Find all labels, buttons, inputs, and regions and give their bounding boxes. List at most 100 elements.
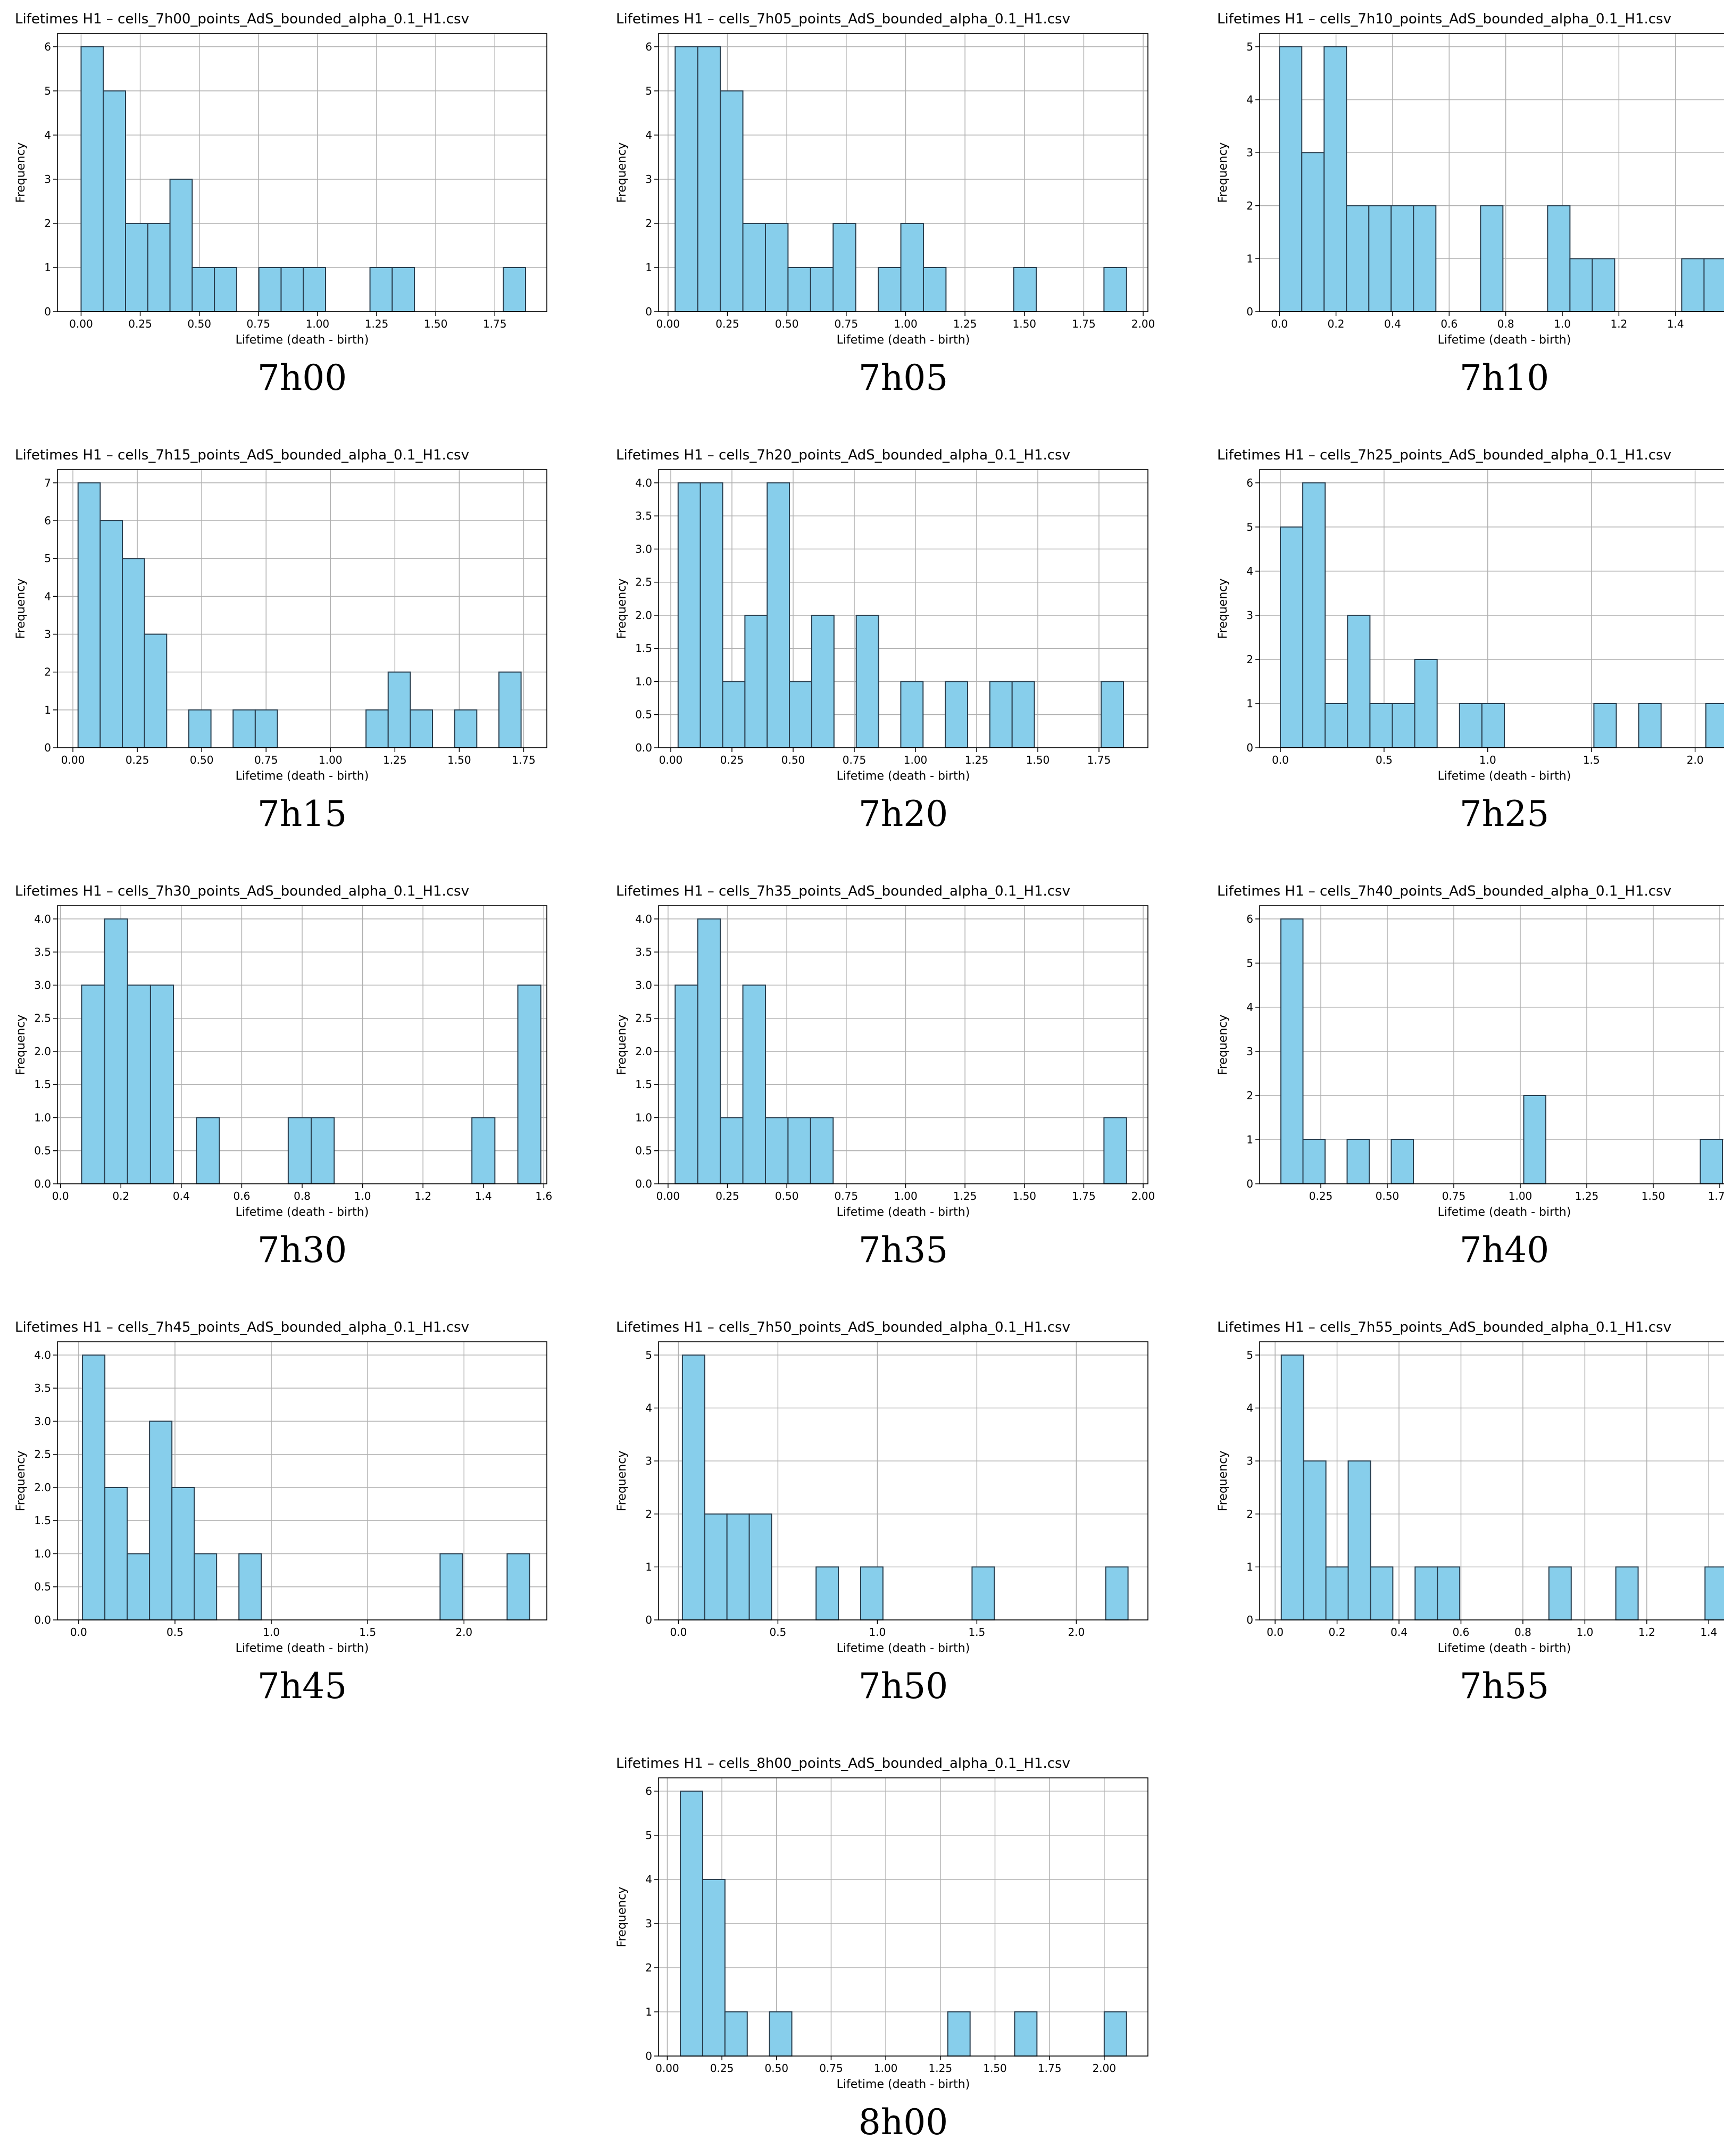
- plot-frame: [1259, 33, 1724, 312]
- histogram-bar: [1459, 703, 1483, 749]
- x-tick-label: 0.00: [655, 2062, 679, 2075]
- plot-frame: [658, 469, 1148, 748]
- x-tick-label: 1.4: [1667, 317, 1684, 330]
- plot-frame: [1259, 469, 1724, 748]
- y-axis-label: Frequency: [1217, 1015, 1230, 1075]
- x-tick-label: 0.5: [1376, 754, 1393, 766]
- histogram-bar: [787, 1117, 811, 1185]
- x-tick-label: 1.25: [383, 754, 407, 766]
- histogram-bar: [196, 1117, 220, 1185]
- histogram-bar: [122, 558, 145, 748]
- histogram-bar: [704, 1513, 728, 1620]
- histogram-bar: [517, 984, 542, 1185]
- histogram-bar: [1703, 258, 1724, 312]
- y-tick-label: 2.5: [635, 576, 652, 589]
- x-tick-label: 0.75: [843, 754, 867, 766]
- x-tick-label: 0.25: [1309, 1190, 1333, 1202]
- histogram-bar: [1615, 1566, 1639, 1620]
- histogram-bar: [1704, 1566, 1724, 1620]
- y-tick-label: 6: [1246, 477, 1253, 489]
- y-axis-label: Frequency: [615, 579, 629, 639]
- y-tick-label: 1: [1246, 1133, 1253, 1146]
- y-tick-label: 2.0: [34, 1481, 51, 1494]
- histogram-bar: [498, 671, 522, 748]
- y-tick-label: 2.5: [635, 1012, 652, 1025]
- chart-title: Lifetimes H1 – cells_7h40_points_AdS_bou…: [1217, 883, 1671, 899]
- histogram-bar: [77, 482, 101, 749]
- y-tick-label: 1.0: [635, 675, 652, 688]
- histogram-bar: [454, 709, 478, 748]
- histogram-bar: [726, 1513, 750, 1620]
- plot-frame: [658, 33, 1148, 312]
- histogram-bar: [878, 266, 902, 313]
- x-tick-label: 1.00: [1509, 1190, 1533, 1202]
- histogram-bar: [503, 266, 527, 313]
- histogram-bar: [1346, 205, 1370, 312]
- y-tick-label: 4: [1246, 1001, 1253, 1014]
- histogram-bar: [254, 709, 278, 748]
- histogram-bar: [1280, 1354, 1304, 1621]
- y-tick-label: 0: [645, 2050, 652, 2062]
- x-tick-label: 0.50: [187, 317, 211, 330]
- x-axis-label: Lifetime (death - birth): [1438, 1206, 1571, 1219]
- x-axis-label: Lifetime (death - birth): [1438, 1642, 1571, 1655]
- y-tick-label: 0.0: [34, 1614, 51, 1626]
- histogram-bar: [1014, 2011, 1038, 2057]
- histogram-bar: [720, 1117, 744, 1185]
- y-tick-label: 5: [1246, 1349, 1253, 1361]
- chart-title: Lifetimes H1 – cells_7h50_points_AdS_bou…: [616, 1319, 1070, 1335]
- plot-frame: [658, 1341, 1148, 1620]
- histogram-bar: [947, 2011, 971, 2057]
- panel-caption: 8h00: [858, 2102, 948, 2143]
- histogram-bar: [1368, 205, 1392, 312]
- y-axis-label: Frequency: [615, 1887, 629, 1948]
- y-tick-label: 2.5: [34, 1448, 51, 1461]
- x-tick-label: 1.50: [1642, 1190, 1665, 1202]
- x-axis-label: Lifetime (death - birth): [236, 770, 369, 783]
- y-tick-label: 1: [1246, 1560, 1253, 1573]
- x-tick-label: 1.50: [1013, 1190, 1037, 1202]
- plot-frame: [1259, 905, 1724, 1184]
- y-tick-label: 4: [1246, 1402, 1253, 1415]
- histogram-bar: [674, 984, 698, 1185]
- histogram-panel-7h10: Lifetimes H1 – cells_7h10_points_AdS_bou…: [1217, 10, 1724, 398]
- histogram-bar: [971, 1566, 995, 1620]
- y-tick-label: 3.0: [635, 542, 652, 555]
- y-tick-label: 4.0: [635, 477, 652, 489]
- x-tick-label: 2.00: [1131, 317, 1155, 330]
- x-tick-label: 1.75: [512, 754, 536, 766]
- y-tick-label: 4: [1246, 565, 1253, 578]
- histogram-bar: [810, 266, 834, 313]
- histogram-bar: [365, 709, 389, 748]
- histogram-bar: [1638, 703, 1662, 749]
- histogram-bar: [471, 1117, 496, 1185]
- histogram-panel-7h25: Lifetimes H1 – cells_7h25_points_AdS_bou…: [1217, 446, 1724, 834]
- histogram-bar: [1301, 152, 1325, 312]
- histogram-bar: [1011, 681, 1035, 749]
- y-tick-label: 3: [645, 1917, 652, 1930]
- y-tick-label: 3.0: [635, 979, 652, 991]
- chart-title: Lifetimes H1 – cells_7h25_points_AdS_bou…: [1217, 447, 1671, 463]
- y-tick-label: 0.5: [34, 1144, 51, 1157]
- histogram-bar: [303, 266, 327, 313]
- y-tick-label: 1.0: [34, 1111, 51, 1124]
- y-tick-label: 0: [44, 741, 51, 754]
- x-tick-label: 1.2: [414, 1190, 431, 1202]
- x-tick-label: 0.00: [659, 754, 683, 766]
- histogram-bar: [1569, 258, 1593, 312]
- panel-caption: 7h40: [1459, 1230, 1550, 1271]
- y-tick-label: 4.0: [635, 913, 652, 925]
- histogram-bar: [127, 1553, 151, 1621]
- y-tick-label: 0.5: [34, 1581, 51, 1593]
- x-tick-label: 1.75: [483, 317, 507, 330]
- histogram-bar: [1279, 46, 1303, 313]
- x-tick-label: 0.50: [781, 754, 805, 766]
- y-tick-label: 5: [645, 85, 652, 97]
- histogram-bar: [103, 90, 127, 313]
- x-tick-label: 1.5: [968, 1626, 985, 1639]
- histogram-bar: [744, 614, 768, 749]
- panel-caption: 7h20: [858, 793, 948, 834]
- x-tick-label: 0.8: [1497, 317, 1514, 330]
- histogram-chart: Lifetimes H1 – cells_8h00_points_AdS_bou…: [615, 1756, 1148, 2091]
